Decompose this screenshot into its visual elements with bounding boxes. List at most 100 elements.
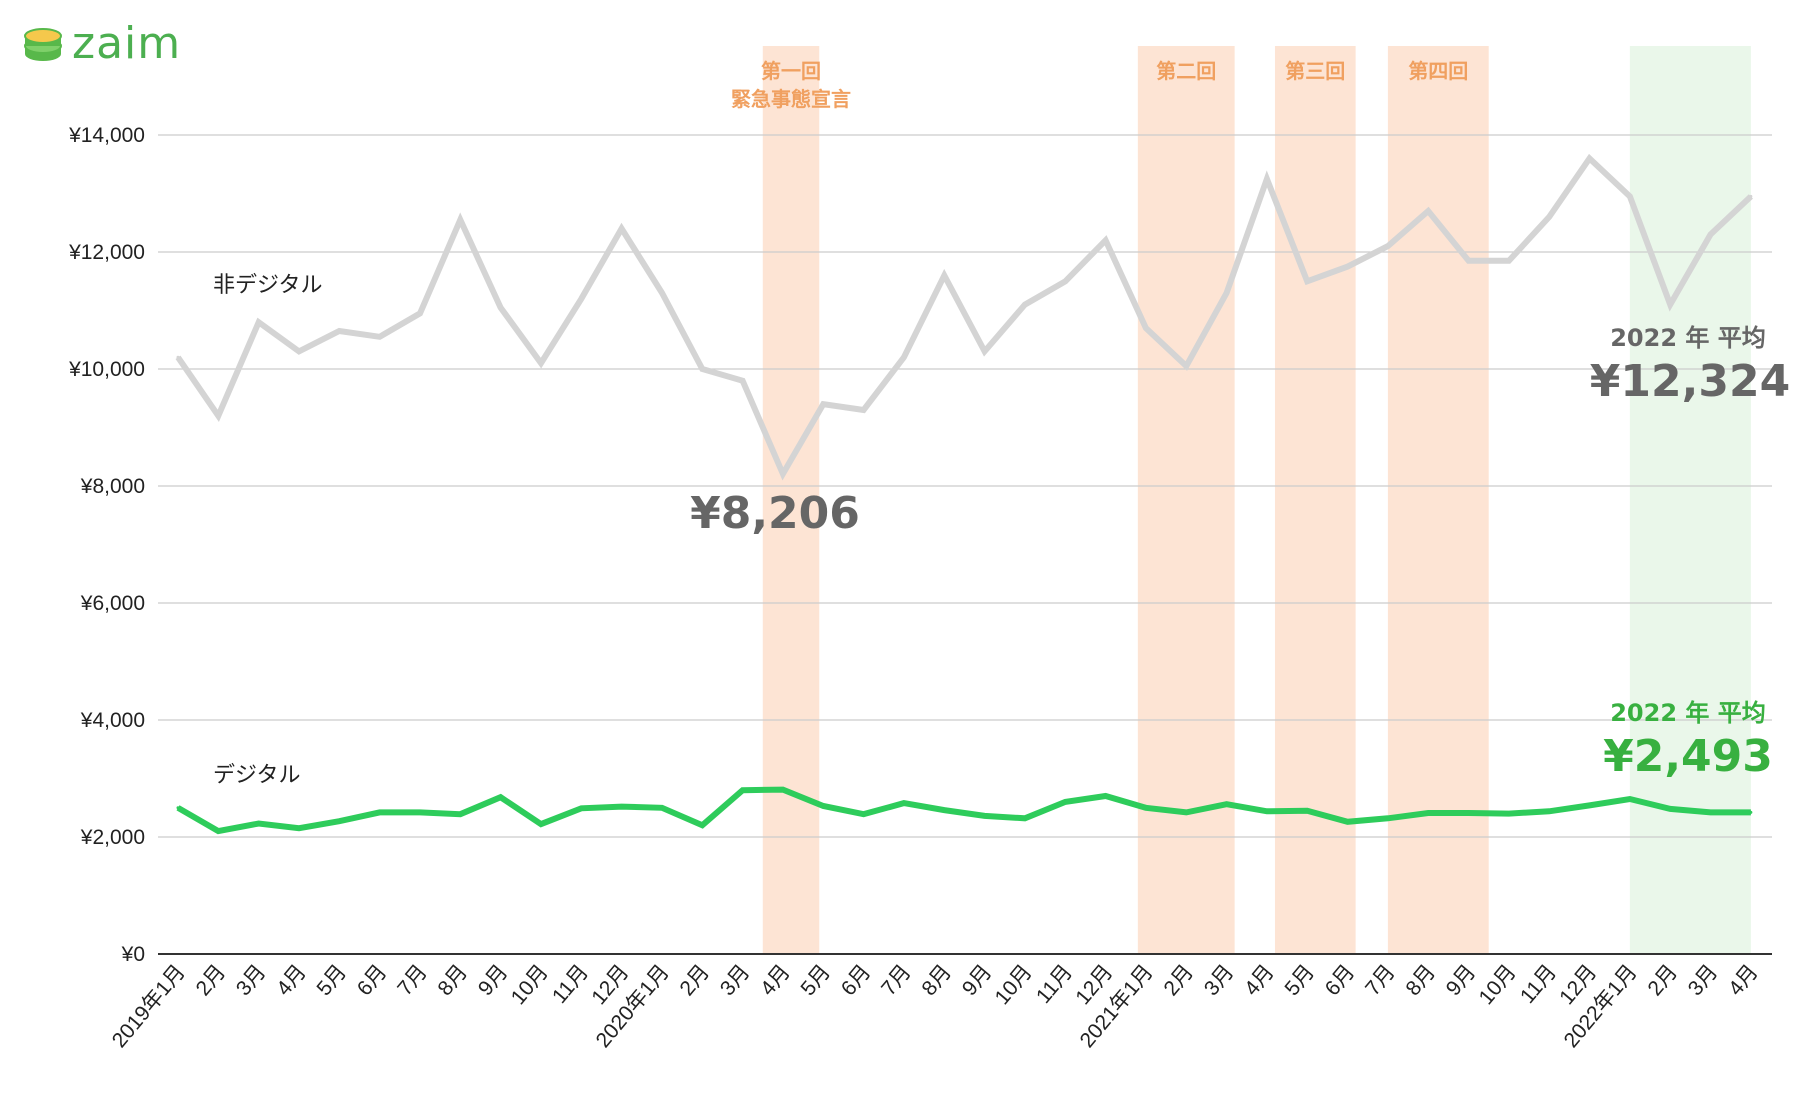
- band-label-0-0: 第一回: [761, 59, 821, 83]
- y-tick-label: ¥10,000: [68, 358, 145, 381]
- data-point-digital: [942, 808, 946, 812]
- data-point-digital: [378, 810, 382, 814]
- data-point-digital: [862, 812, 866, 816]
- data-point-digital: [1305, 809, 1309, 813]
- y-tick-label: ¥2,000: [80, 826, 145, 849]
- data-point-digital: [1265, 809, 1269, 813]
- x-tick-label: 5月: [1280, 960, 1319, 1000]
- digital-avg-caption: 2022 年 平均: [1610, 699, 1766, 727]
- data-point-non_digital: [1628, 194, 1632, 198]
- data-point-non_digital: [378, 335, 382, 339]
- x-tick-label: 10月: [991, 960, 1037, 1009]
- x-tick-label: 2月: [192, 960, 231, 1000]
- lines-layer: [175, 153, 1753, 835]
- data-point-non_digital: [1184, 364, 1188, 368]
- data-point-non_digital: [942, 273, 946, 277]
- data-point-non_digital: [257, 320, 261, 324]
- series-line-digital: [176, 786, 1751, 835]
- x-tick-label: 4月: [756, 960, 795, 1000]
- data-point-non_digital: [1507, 259, 1511, 263]
- y-tick-label: ¥4,000: [80, 709, 145, 732]
- band-label-3-0: 第四回: [1408, 59, 1468, 83]
- data-point-digital: [821, 804, 825, 808]
- series-label-digital: デジタル: [213, 763, 301, 788]
- data-point-non_digital: [1668, 303, 1672, 307]
- data-point-digital: [620, 805, 624, 809]
- x-tick-label: 2019年1月: [108, 960, 190, 1052]
- band-3: [1387, 46, 1489, 954]
- band-4: [1629, 46, 1751, 954]
- data-point-non_digital: [1547, 215, 1551, 219]
- data-point-non_digital: [1386, 244, 1390, 248]
- data-point-digital: [257, 822, 261, 826]
- y-tick-label: ¥6,000: [80, 592, 145, 615]
- x-tick-label: 8月: [917, 960, 956, 1000]
- data-point-non_digital: [1104, 238, 1108, 242]
- data-point-digital: [1467, 811, 1471, 815]
- data-point-non_digital: [418, 311, 422, 315]
- data-point-digital: [1749, 810, 1753, 814]
- data-point-digital: [1386, 816, 1390, 820]
- x-tick-label: 8月: [434, 960, 473, 1000]
- data-point-digital: [1547, 809, 1551, 813]
- x-tick-label: 11月: [548, 960, 593, 1008]
- data-point-non_digital: [983, 349, 987, 353]
- x-tick-label: 3月: [1200, 960, 1239, 1000]
- x-tick-label: 5月: [313, 960, 352, 1000]
- data-point-digital: [1225, 802, 1229, 806]
- data-point-non_digital: [458, 218, 462, 222]
- data-point-non_digital: [862, 408, 866, 412]
- digital-avg-value: ¥2,493: [1603, 731, 1773, 782]
- data-point-non_digital: [216, 414, 220, 418]
- data-point-non_digital: [821, 402, 825, 406]
- series-label-non-digital: 非デジタル: [213, 273, 323, 298]
- x-tick-label: 11月: [1032, 960, 1077, 1008]
- y-tick-label: ¥12,000: [68, 241, 145, 264]
- data-point-digital: [1709, 810, 1713, 814]
- data-point-digital: [176, 806, 180, 810]
- data-point-digital: [1668, 807, 1672, 811]
- band-label-0-1: 緊急事態宣言: [731, 87, 851, 111]
- data-point-non_digital: [700, 367, 704, 371]
- x-tick-label: 8月: [1401, 960, 1440, 1000]
- data-point-non_digital: [741, 379, 745, 383]
- data-point-non_digital: [1144, 326, 1148, 330]
- grid-layer: [158, 134, 1772, 955]
- x-tick-label: 5月: [796, 960, 835, 1000]
- data-point-non_digital: [902, 355, 906, 359]
- x-tick-label: 4月: [272, 960, 311, 1000]
- data-point-digital: [539, 822, 543, 826]
- x-tick-label: 3月: [1684, 960, 1723, 1000]
- data-point-digital: [700, 823, 704, 827]
- x-tick-label: 7月: [1361, 960, 1400, 1000]
- x-tick-label: 7月: [393, 960, 432, 1000]
- y-tick-label: ¥8,000: [80, 475, 145, 498]
- data-point-digital: [902, 801, 906, 805]
- data-point-non_digital: [1749, 194, 1753, 198]
- data-point-digital: [781, 788, 785, 792]
- data-point-digital: [741, 788, 745, 792]
- band-1: [1137, 46, 1235, 954]
- data-point-digital: [499, 795, 503, 799]
- x-tick-label: 10月: [1475, 960, 1521, 1009]
- data-point-non_digital: [1467, 259, 1471, 263]
- y-axis: ¥0 ¥2,000 ¥4,000 ¥6,000 ¥8,000 ¥10,000 ¥12,000…: [68, 124, 145, 966]
- y-tick-label: ¥0: [121, 943, 145, 966]
- data-point-digital: [1144, 806, 1148, 810]
- data-point-non_digital: [1709, 232, 1713, 236]
- data-point-non_digital: [620, 227, 624, 231]
- non-digital-avg-caption: 2022 年 平均: [1610, 324, 1766, 352]
- x-tick-label: 2月: [1643, 960, 1682, 1000]
- non-digital-avg-value: ¥12,324: [1590, 356, 1790, 407]
- x-tick-label: 11月: [1516, 960, 1561, 1008]
- data-point-non_digital: [579, 297, 583, 301]
- data-point-non_digital: [781, 472, 785, 476]
- data-point-digital: [1588, 803, 1592, 807]
- data-point-digital: [1507, 812, 1511, 816]
- data-point-digital: [1184, 810, 1188, 814]
- x-tick-label: 4月: [1724, 960, 1763, 1000]
